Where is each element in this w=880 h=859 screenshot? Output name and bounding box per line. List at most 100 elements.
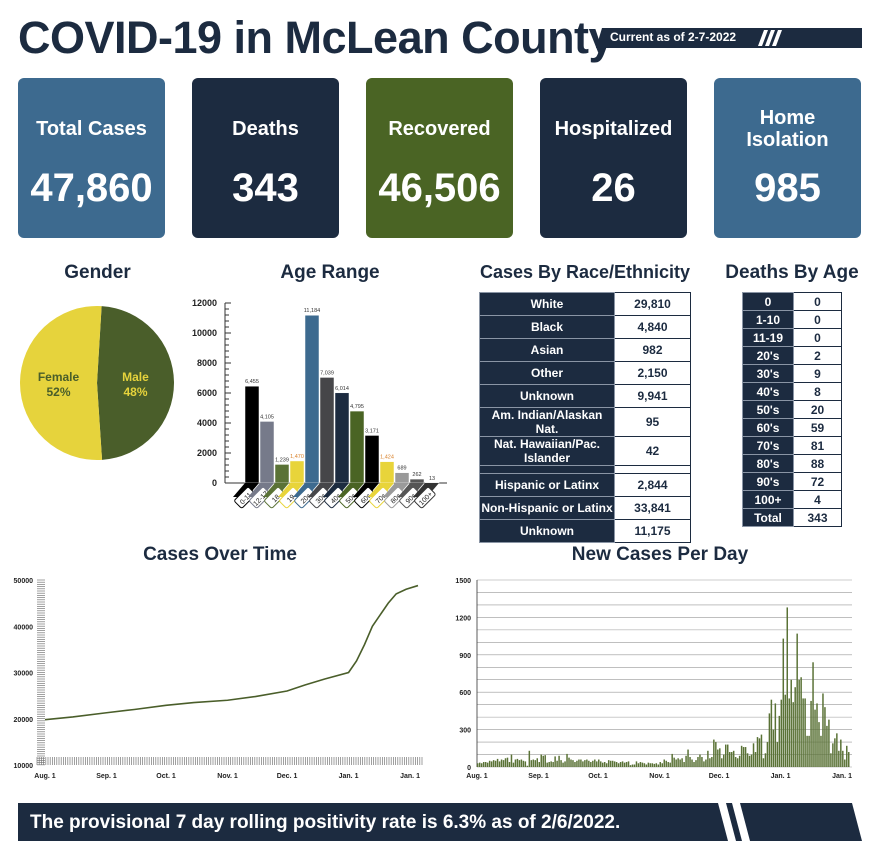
daily-bar <box>586 759 588 767</box>
daily-bar <box>719 748 721 767</box>
daily-bar <box>697 757 699 767</box>
row-value: 59 <box>793 418 842 437</box>
daily-bar <box>637 763 640 767</box>
y-tick-label: 40000 <box>14 624 34 631</box>
daily-bar <box>800 677 802 767</box>
daily-bar <box>621 761 624 767</box>
daily-bar <box>596 761 598 767</box>
daily-bar <box>619 762 622 767</box>
daily-bar <box>574 762 576 767</box>
card-deaths: Deaths 343 <box>192 78 339 238</box>
daily-bar <box>540 754 542 767</box>
daily-bar <box>728 752 731 767</box>
daily-bar <box>635 761 638 767</box>
y-tick-label: 2000 <box>197 448 217 458</box>
row-value: 0 <box>793 328 842 347</box>
daily-bar <box>560 760 562 767</box>
card-label: Total Cases <box>36 118 147 140</box>
y-tick-label: 0 <box>467 765 471 772</box>
daily-bar <box>758 738 761 767</box>
x-tick-label: Jan. 1 <box>832 773 852 780</box>
card-home-isolation: Home Isolation 985 <box>714 78 861 238</box>
x-tick-label: Sep. 1 <box>96 773 117 780</box>
age-bar <box>364 435 380 484</box>
row-label: 40's <box>742 382 794 401</box>
daily-bar <box>822 693 824 767</box>
daily-bar <box>848 752 850 767</box>
card-value: 985 <box>754 166 821 210</box>
daily-bar <box>631 764 634 767</box>
table-row: Unknown 11,175 <box>479 519 691 543</box>
age-category-box <box>399 486 421 509</box>
row-label: 11-19 <box>742 328 794 347</box>
daily-bar <box>611 760 614 767</box>
race-title: Cases By Race/Ethnicity <box>479 262 691 282</box>
daily-bar <box>794 687 796 767</box>
daily-bar <box>814 709 816 767</box>
daily-bar <box>492 760 495 767</box>
table-row: Other 2,150 <box>479 361 691 385</box>
age-category-box <box>264 486 286 509</box>
daily-bar <box>518 760 521 767</box>
daily-bar <box>617 763 620 767</box>
x-tick-label: Jan. 1 <box>400 773 420 780</box>
age-category: 19 <box>279 486 301 509</box>
daily-bar <box>615 762 618 767</box>
daily-bar <box>806 735 808 767</box>
daily-bar <box>516 758 519 767</box>
daily-bar <box>725 744 727 767</box>
daily-bar <box>782 638 785 767</box>
daily-bar <box>566 753 568 767</box>
daily-bar <box>766 742 769 767</box>
daily-bar <box>629 765 632 767</box>
row-value: 81 <box>793 436 842 455</box>
y-tick-label: 1500 <box>455 578 471 585</box>
age-category-label: 18 <box>271 494 282 505</box>
daily-bar <box>542 755 544 767</box>
age-bar-label: 4,795 <box>350 404 364 410</box>
daily-bar <box>590 762 592 767</box>
daily-bar <box>840 739 842 767</box>
age-bar-label: 6,014 <box>335 386 349 392</box>
daily-bar <box>546 762 548 767</box>
daily-bar <box>786 607 788 767</box>
daily-bar <box>778 715 781 767</box>
daily-bar <box>715 742 717 767</box>
daily-bar <box>643 763 646 767</box>
daily-bar <box>578 759 580 767</box>
row-value: 11,175 <box>614 519 691 543</box>
daily-bar <box>534 760 537 767</box>
cases-over-time-title: Cases Over Time <box>143 544 297 565</box>
daily-bar <box>653 763 656 767</box>
row-label: 50's <box>742 400 794 419</box>
daily-bar <box>685 755 687 767</box>
x-tick-label: Jan. 1 <box>339 773 359 780</box>
current-as-of-date: Current as of 2-7-2022 <box>610 30 737 44</box>
row-value: 9,941 <box>614 384 691 408</box>
daily-bar <box>760 734 763 767</box>
pie-label: Male <box>122 370 149 384</box>
x-tick-label: Oct. 1 <box>588 773 608 780</box>
daily-bar <box>494 760 497 767</box>
daily-bar <box>613 761 616 767</box>
card-label: Hospitalized <box>554 118 673 140</box>
daily-bar <box>506 757 509 767</box>
y-tick-label: 8000 <box>197 358 217 368</box>
daily-bar <box>798 679 800 767</box>
row-value: 2 <box>793 346 842 365</box>
daily-bar <box>594 759 596 767</box>
daily-bar <box>836 733 838 767</box>
current-as-of-banner <box>596 28 862 48</box>
age-category-label: 19 <box>286 494 297 505</box>
card-label: Recovered <box>388 118 491 140</box>
card-value: 343 <box>232 166 299 210</box>
positivity-banner <box>18 803 862 841</box>
x-tick-label: Dec. 1 <box>277 773 298 780</box>
age-bar-label: 3,171 <box>365 428 379 434</box>
age-bar <box>244 385 260 484</box>
row-value: 0 <box>793 310 842 329</box>
daily-bar <box>582 761 584 767</box>
daily-bar <box>744 747 747 767</box>
age-bar <box>379 461 395 484</box>
daily-bar <box>788 698 790 767</box>
